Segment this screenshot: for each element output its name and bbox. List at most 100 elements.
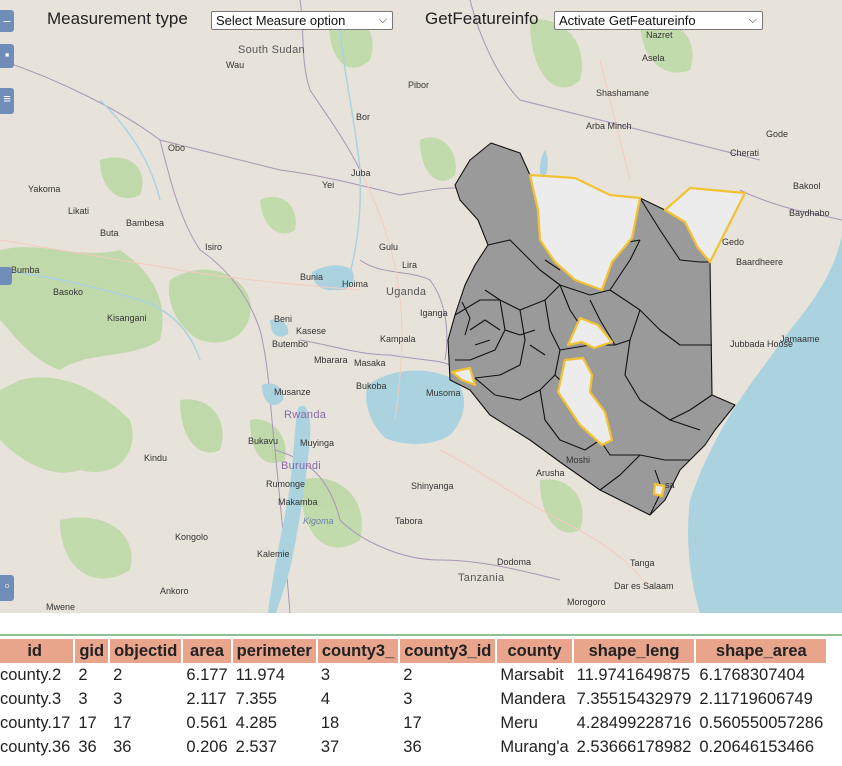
getfeatureinfo-label: GetFeatureinfo bbox=[425, 9, 539, 28]
county-mombasa[interactable] bbox=[652, 482, 666, 498]
table-cell: 3 bbox=[78, 689, 88, 708]
label-yei: Yei bbox=[322, 180, 335, 190]
label-musanze: Musanze bbox=[274, 387, 311, 397]
layer-switcher-icon[interactable]: ≡ bbox=[0, 88, 14, 114]
county-marsabit[interactable] bbox=[528, 173, 642, 292]
label-bor: Bor bbox=[356, 112, 371, 122]
table-cell: 36 bbox=[78, 737, 97, 756]
label-morogoro: Morogoro bbox=[567, 597, 606, 607]
column-header-shape-area: shape_area bbox=[695, 639, 829, 663]
label-rwanda: Rwanda bbox=[284, 409, 327, 421]
table-cell: Murang'a bbox=[500, 737, 569, 756]
table-cell: 2 bbox=[78, 665, 88, 684]
table-cell: 7.35515432979 bbox=[576, 689, 692, 708]
table-cell: Mandera bbox=[500, 689, 566, 708]
label-isiro: Isiro bbox=[205, 242, 223, 252]
lakes bbox=[262, 150, 548, 613]
map-tool-button[interactable] bbox=[0, 267, 12, 285]
table-cell: 2.117 bbox=[186, 689, 227, 708]
column-header-county3-id: county3_id bbox=[399, 639, 498, 663]
label-pibor: Pibor bbox=[408, 80, 430, 90]
label-makamba: Makamba bbox=[278, 497, 318, 507]
table-cell: county.36 bbox=[0, 737, 71, 756]
label-kasese: Kasese bbox=[296, 326, 327, 336]
label-kongolo: Kongolo bbox=[175, 532, 209, 542]
table-cell: county.3 bbox=[0, 689, 62, 708]
table-cell: Marsabit bbox=[500, 665, 564, 684]
table-header-row: id gid objectid area perimeter county3_ county… bbox=[0, 639, 829, 663]
label-mwene: Mwene bbox=[46, 602, 76, 612]
measurement-type-select[interactable]: Select Measure option ⌵ bbox=[211, 11, 393, 30]
measurement-type-value: Select Measure option bbox=[216, 13, 346, 28]
label-kampala: Kampala bbox=[380, 334, 416, 344]
measurement-type-label: Measurement type bbox=[47, 9, 188, 28]
selected-counties[interactable] bbox=[450, 173, 747, 498]
table-cell: 2 bbox=[113, 665, 123, 684]
label-kigoma: Kigoma bbox=[303, 516, 334, 526]
zoom-in-button[interactable]: – bbox=[0, 10, 14, 32]
label-shinyanga: Shinyanga bbox=[411, 481, 454, 491]
table-cell: 17 bbox=[78, 713, 97, 732]
table-cell: 4.28499228716 bbox=[576, 713, 692, 732]
table-cell: county.17 bbox=[0, 713, 71, 732]
label-muyinga: Muyinga bbox=[300, 438, 335, 448]
table-cell: 37 bbox=[320, 737, 340, 756]
getfeatureinfo-select[interactable]: Activate GetFeatureinfo ⌵ bbox=[554, 11, 763, 30]
table-cell: 18 bbox=[320, 713, 340, 732]
table-cell: 4.285 bbox=[235, 713, 277, 732]
table-cell: 3 bbox=[403, 689, 413, 708]
map-view[interactable]: South Sudan Juba Wau Bor Pibor Obo Yei Y… bbox=[0, 0, 842, 613]
label-hoima: Hoima bbox=[342, 279, 369, 289]
label-basoko: Basoko bbox=[53, 287, 84, 297]
table-cell: 2.537 bbox=[235, 737, 277, 756]
label-butembo: Butembo bbox=[272, 339, 309, 349]
county-meru[interactable] bbox=[566, 316, 614, 350]
label-tabora: Tabora bbox=[395, 516, 423, 526]
table-cell: 17 bbox=[403, 713, 422, 732]
table-row: county.3 3 3 2.117 7.355 4 3 Mandera 7.355154329… bbox=[0, 687, 827, 711]
label-tanga: Tanga bbox=[630, 558, 655, 568]
table-cell: 11.974 bbox=[235, 665, 285, 684]
table-cell: 0.560550057286 bbox=[699, 713, 824, 732]
column-header-county: county bbox=[496, 639, 574, 663]
chevron-down-icon: ⌵ bbox=[748, 14, 757, 26]
label-lira: Lira bbox=[402, 260, 418, 270]
label-tanzania: Tanzania bbox=[458, 572, 505, 584]
label-mombasa: sa bbox=[665, 480, 675, 490]
label-ankoro: Ankoro bbox=[160, 586, 189, 596]
indian-ocean bbox=[688, 235, 842, 613]
table-cell: 3 bbox=[113, 689, 123, 708]
column-header-area: area bbox=[182, 639, 233, 663]
zoom-out-button[interactable]: ▪ bbox=[0, 44, 14, 68]
column-header-shape-leng: shape_leng bbox=[572, 639, 697, 663]
table-row: county.17 17 17 0.561 4.285 18 17 Meru 4.2849922… bbox=[0, 711, 827, 735]
label-gedo: Gedo bbox=[722, 237, 745, 247]
table-cell: 3 bbox=[320, 665, 331, 684]
label-arusha: Arusha bbox=[536, 468, 565, 478]
label-yakoma: Yakoma bbox=[28, 184, 61, 194]
label-jubbada: Jubbada Hoose bbox=[730, 339, 794, 349]
table-cell: 0.206 bbox=[186, 737, 228, 756]
label-kisangani: Kisangani bbox=[107, 313, 147, 323]
label-juba: Juba bbox=[351, 168, 371, 178]
county-busia[interactable] bbox=[450, 366, 477, 387]
label-gode: Gode bbox=[766, 129, 789, 139]
county-muranga[interactable] bbox=[556, 356, 614, 447]
label-shashamane: Shashamane bbox=[596, 88, 650, 98]
feature-info-table-container: id gid objectid area perimeter county3_ county… bbox=[0, 634, 842, 766]
label-buta: Buta bbox=[100, 228, 119, 238]
label-asela: Asela bbox=[642, 53, 665, 63]
label-gulu: Gulu bbox=[379, 242, 399, 252]
label-baydhabo: Baydhabo bbox=[789, 208, 830, 218]
label-jamaame: Jamaame bbox=[780, 334, 820, 344]
label-bumba: Bumba bbox=[11, 265, 40, 275]
table-cell: 2.11719606749 bbox=[699, 689, 813, 708]
county-mandera[interactable] bbox=[663, 186, 747, 264]
column-header-perimeter: perimeter bbox=[231, 639, 318, 663]
table-cell: 7.355 bbox=[235, 689, 277, 708]
label-dar-es-salaam: Dar es Salaam bbox=[614, 581, 674, 591]
table-cell: 11.9741649875 bbox=[576, 665, 691, 684]
column-header-id: id bbox=[0, 639, 76, 663]
fullscreen-icon[interactable]: ▫ bbox=[0, 575, 14, 601]
column-header-objectid: objectid bbox=[109, 639, 184, 663]
